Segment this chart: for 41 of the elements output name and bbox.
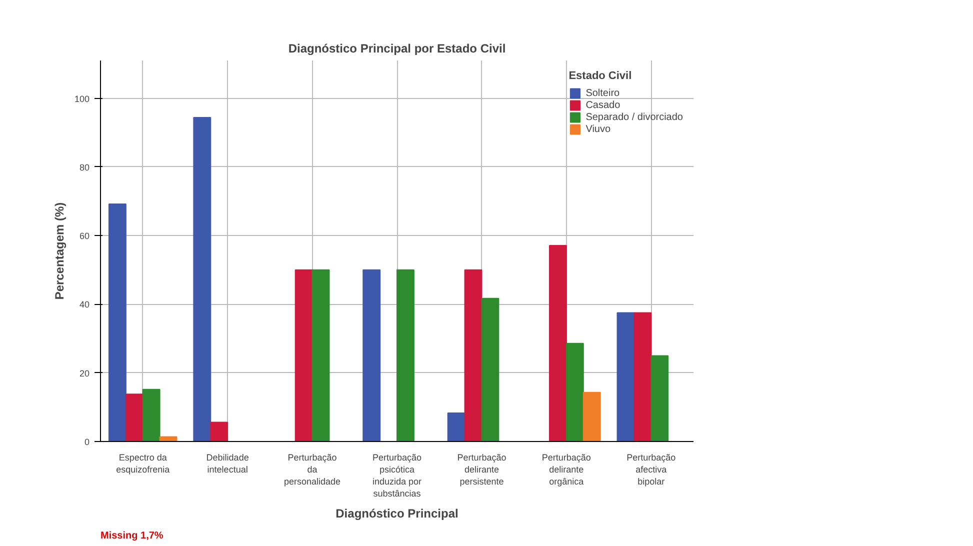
y-tick-label: 80 [79, 162, 90, 172]
x-tick-label: Perturbação delirante persistente [457, 452, 506, 486]
bar [294, 269, 313, 442]
x-tick-label: Perturbação psicótica induzida por substâncias [372, 452, 422, 498]
y-tick-label: 40 [79, 300, 90, 310]
bar [125, 394, 144, 442]
bar [362, 269, 381, 442]
bar [210, 422, 228, 442]
legend-label: Casado [586, 99, 620, 111]
text: Missing 1,7% [100, 530, 164, 542]
y-tick-label: 20 [79, 368, 90, 378]
bar [481, 298, 500, 442]
bar [193, 116, 212, 442]
legend-label: Viuvo [586, 123, 611, 135]
bar [464, 269, 482, 442]
legend-label: Solteiro [586, 87, 620, 99]
y-axis-title: Percentagem (%) [52, 202, 66, 300]
y-tick-label: 0 [84, 437, 90, 447]
y-tick-label: 60 [79, 231, 90, 242]
bar [447, 412, 466, 442]
x-axis-title: Diagnóstico Principal [336, 506, 458, 520]
bar [582, 392, 601, 442]
bar [548, 245, 567, 442]
bar [634, 312, 652, 442]
bar [159, 436, 178, 442]
bar [142, 388, 160, 442]
bar [650, 355, 669, 442]
bar [566, 342, 584, 442]
bar [616, 312, 635, 442]
legend-title: Estado Civil [568, 70, 633, 82]
x-tick-label: Perturbação delirante orgânica [542, 452, 591, 486]
bar [396, 269, 414, 442]
legend-label: Separado / divorciado [586, 111, 683, 123]
chart-title: Diagnóstico Principal por Estado Civil [288, 42, 506, 56]
x-tick-label: Perturbação afectiva bipolar [626, 452, 676, 486]
y-tick-label: 100 [74, 94, 90, 104]
x-tick-label: Debilidade intelectual [206, 452, 249, 474]
bar [312, 269, 330, 442]
x-tick-label: Perturbação da personalidade [284, 452, 341, 486]
bar [108, 203, 126, 442]
x-tick-label: Espectro da esquizofrenia [116, 452, 170, 474]
